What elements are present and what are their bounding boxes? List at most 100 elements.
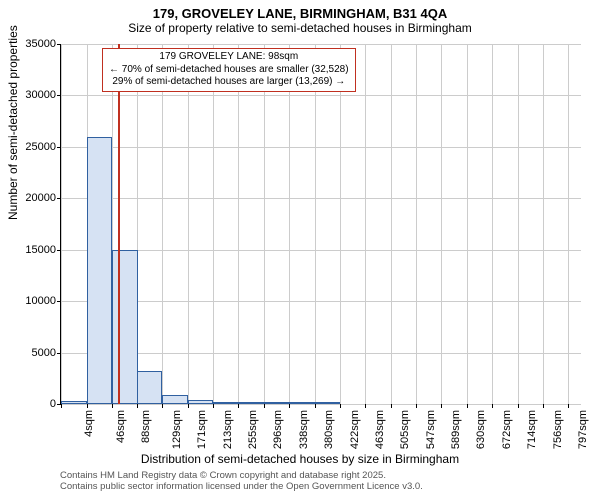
xtick-mark xyxy=(213,404,214,408)
gridline-h xyxy=(61,353,581,354)
xtick-mark xyxy=(340,404,341,408)
xtick-label: 630sqm xyxy=(475,410,487,449)
footer-line-1: Contains HM Land Registry data © Crown c… xyxy=(60,470,423,481)
ytick-label: 35000 xyxy=(16,38,56,50)
gridline-v xyxy=(365,44,366,404)
xtick-label: 338sqm xyxy=(298,410,310,449)
gridline-v xyxy=(543,44,544,404)
footer-text: Contains HM Land Registry data © Crown c… xyxy=(60,470,423,493)
histogram-bar xyxy=(112,250,138,404)
histogram-bar xyxy=(162,395,188,404)
y-axis-label: Number of semi-detached properties xyxy=(6,25,20,220)
xtick-label: 422sqm xyxy=(349,410,361,449)
xtick-label: 88sqm xyxy=(140,410,152,443)
xtick-mark xyxy=(441,404,442,408)
xtick-label: 756sqm xyxy=(552,410,564,449)
gridline-v xyxy=(518,44,519,404)
gridline-h xyxy=(61,250,581,251)
histogram-bar xyxy=(188,400,214,404)
histogram-bar xyxy=(87,137,113,404)
ytick-label: 15000 xyxy=(16,244,56,256)
gridline-v xyxy=(391,44,392,404)
histogram-bar xyxy=(61,401,87,404)
ytick-label: 30000 xyxy=(16,89,56,101)
gridline-v xyxy=(568,44,569,404)
gridline-h xyxy=(61,301,581,302)
xtick-mark xyxy=(137,404,138,408)
histogram-bar xyxy=(238,402,264,404)
xtick-label: 46sqm xyxy=(115,410,127,443)
gridline-v xyxy=(264,44,265,404)
gridline-v xyxy=(188,44,189,404)
gridline-h xyxy=(61,44,581,45)
xtick-label: 714sqm xyxy=(526,410,538,449)
gridline-v xyxy=(238,44,239,404)
xtick-label: 255sqm xyxy=(248,410,260,449)
xtick-mark xyxy=(391,404,392,408)
xtick-mark xyxy=(188,404,189,408)
histogram-bar xyxy=(264,402,290,404)
footer-line-2: Contains public sector information licen… xyxy=(60,481,423,492)
ytick-label: 10000 xyxy=(16,295,56,307)
xtick-mark xyxy=(112,404,113,408)
gridline-h xyxy=(61,404,581,405)
histogram-bar xyxy=(315,402,341,404)
x-axis-label: Distribution of semi-detached houses by … xyxy=(0,452,600,466)
gridline-v xyxy=(289,44,290,404)
gridline-v xyxy=(162,44,163,404)
xtick-mark xyxy=(289,404,290,408)
ytick-label: 20000 xyxy=(16,192,56,204)
xtick-mark xyxy=(543,404,544,408)
xtick-label: 505sqm xyxy=(399,410,411,449)
annotation-line-1: 179 GROVELEY LANE: 98sqm xyxy=(109,51,349,64)
annotation-line-3: 29% of semi-detached houses are larger (… xyxy=(109,76,349,89)
xtick-mark xyxy=(365,404,366,408)
xtick-label: 213sqm xyxy=(222,410,234,449)
gridline-h xyxy=(61,198,581,199)
chart-subtitle: Size of property relative to semi-detach… xyxy=(0,21,600,39)
xtick-label: 380sqm xyxy=(324,410,336,449)
xtick-mark xyxy=(238,404,239,408)
gridline-v xyxy=(441,44,442,404)
xtick-mark xyxy=(416,404,417,408)
histogram-bar xyxy=(213,402,239,404)
xtick-label: 797sqm xyxy=(577,410,589,449)
xtick-mark xyxy=(87,404,88,408)
xtick-label: 296sqm xyxy=(273,410,285,449)
gridline-v xyxy=(492,44,493,404)
chart-container: 179, GROVELEY LANE, BIRMINGHAM, B31 4QA … xyxy=(0,0,600,500)
gridline-v xyxy=(213,44,214,404)
gridline-h xyxy=(61,147,581,148)
histogram-bar xyxy=(137,371,163,404)
xtick-mark xyxy=(518,404,519,408)
xtick-mark xyxy=(315,404,316,408)
plot-area xyxy=(60,44,581,405)
chart-title: 179, GROVELEY LANE, BIRMINGHAM, B31 4QA xyxy=(0,0,600,21)
xtick-mark xyxy=(492,404,493,408)
gridline-h xyxy=(61,95,581,96)
xtick-label: 463sqm xyxy=(374,410,386,449)
xtick-label: 547sqm xyxy=(425,410,437,449)
xtick-mark xyxy=(467,404,468,408)
histogram-bar xyxy=(289,402,315,404)
xtick-mark xyxy=(568,404,569,408)
ytick-label: 25000 xyxy=(16,141,56,153)
xtick-mark xyxy=(162,404,163,408)
marker-line xyxy=(118,44,120,404)
gridline-v xyxy=(315,44,316,404)
annotation-line-2: ← 70% of semi-detached houses are smalle… xyxy=(109,64,349,77)
xtick-label: 171sqm xyxy=(197,410,209,449)
xtick-mark xyxy=(264,404,265,408)
gridline-v xyxy=(416,44,417,404)
xtick-label: 589sqm xyxy=(451,410,463,449)
xtick-mark xyxy=(61,404,62,408)
xtick-label: 129sqm xyxy=(171,410,183,449)
xtick-label: 4sqm xyxy=(83,410,95,437)
gridline-v xyxy=(340,44,341,404)
ytick-label: 5000 xyxy=(16,347,56,359)
gridline-v xyxy=(467,44,468,404)
ytick-label: 0 xyxy=(16,398,56,410)
gridline-v xyxy=(61,44,62,404)
xtick-label: 672sqm xyxy=(501,410,513,449)
annotation-box: 179 GROVELEY LANE: 98sqm ← 70% of semi-d… xyxy=(102,48,356,92)
